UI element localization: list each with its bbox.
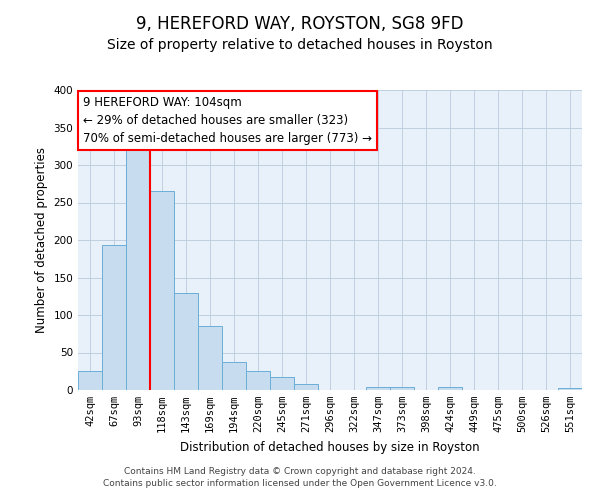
Bar — [150, 191, 174, 390]
Bar — [558, 388, 582, 390]
Bar — [78, 371, 102, 390]
Text: Size of property relative to detached houses in Royston: Size of property relative to detached ho… — [107, 38, 493, 52]
Bar — [366, 387, 390, 390]
Bar — [246, 370, 270, 390]
Bar — [126, 142, 150, 390]
X-axis label: Distribution of detached houses by size in Royston: Distribution of detached houses by size … — [180, 440, 480, 454]
Text: 9, HEREFORD WAY, ROYSTON, SG8 9FD: 9, HEREFORD WAY, ROYSTON, SG8 9FD — [136, 15, 464, 33]
Bar — [294, 384, 318, 390]
Bar — [102, 245, 126, 390]
Bar — [198, 326, 222, 390]
Y-axis label: Number of detached properties: Number of detached properties — [35, 147, 48, 333]
Text: 9 HEREFORD WAY: 104sqm
← 29% of detached houses are smaller (323)
70% of semi-de: 9 HEREFORD WAY: 104sqm ← 29% of detached… — [83, 96, 372, 145]
Bar — [270, 377, 294, 390]
Bar — [222, 362, 246, 390]
Bar — [174, 292, 198, 390]
Bar — [390, 387, 414, 390]
Text: Contains HM Land Registry data © Crown copyright and database right 2024.
Contai: Contains HM Land Registry data © Crown c… — [103, 466, 497, 487]
Bar — [438, 387, 462, 390]
